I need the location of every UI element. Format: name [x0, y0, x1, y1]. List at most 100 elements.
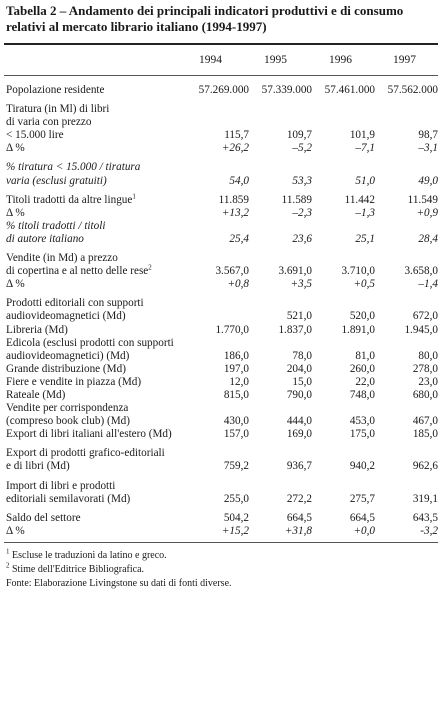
- table-row: Libreria (Md) 1.770,0 1.837,0 1.891,0 1.945,…: [6, 324, 438, 337]
- top-rule: [4, 43, 438, 45]
- cell-1997: 467,0: [412, 415, 438, 428]
- row-label: Export di prodotti grafico-editoriali e d…: [6, 447, 186, 473]
- cell-1994: 25,4: [229, 232, 249, 245]
- table-title-line1: Tabella 2 – Andamento dei principali ind…: [6, 3, 404, 18]
- cell-1995: 169,0: [286, 428, 312, 441]
- year-header-1996: 1996: [329, 54, 352, 66]
- cell-1994: 759,2: [223, 460, 249, 473]
- cell-1994: 157,0: [223, 428, 249, 441]
- cell-1997: 185,0: [412, 428, 438, 441]
- cell-1997: 672,0: [412, 310, 438, 323]
- cell-1994: +26,2: [221, 142, 249, 155]
- row-label-line: Popolazione residente: [6, 84, 105, 96]
- footnote-marker: 2: [148, 263, 152, 272]
- cell-1994: 11.859: [218, 193, 249, 206]
- year-header-1995: 1995: [264, 54, 287, 66]
- table-row: Δ % +26,2 –5,2 –7,1 –3,1: [6, 142, 438, 155]
- cell-1995: 444,0: [286, 415, 312, 428]
- cell-1995: –5,2: [292, 142, 312, 155]
- cell-1996: 1.891,0: [341, 323, 375, 336]
- cell-1994: 815,0: [223, 388, 249, 401]
- footnote: Fonte: Elaborazione Livingstone su dati …: [6, 577, 438, 591]
- row-label: Popolazione residente: [6, 84, 186, 97]
- cell-1997: 3.658,0: [404, 265, 438, 278]
- table-row: Import di libri e prodotti editoriali sem…: [6, 480, 438, 506]
- cell-1994: +0,8: [227, 278, 249, 291]
- cell-1997: 57.562.000: [387, 84, 438, 96]
- cell-1997: –3,1: [418, 142, 438, 155]
- row-label-line: Rateale (Md): [6, 388, 66, 401]
- row-label-line: Edicola (esclusi prodotti con supporti: [6, 336, 174, 349]
- cell-1994: +15,2: [221, 524, 249, 537]
- row-label-line: Prodotti editoriali con supporti: [6, 297, 144, 310]
- year-header-1997: 1997: [393, 54, 416, 66]
- cell-1997: –1,4: [418, 278, 438, 291]
- row-label-line: Import di libri e prodotti: [6, 479, 116, 492]
- cell-1995: –2,3: [292, 206, 312, 219]
- table-title: Tabella 2 – Andamento dei principali ind…: [6, 3, 438, 35]
- cell-1996: –7,1: [355, 142, 375, 155]
- cell-1994: 197,0: [223, 362, 249, 375]
- row-label: Prodotti editoriali con supporti audiovid…: [6, 297, 186, 323]
- footnote: 2 Stime dell'Editrice Bibliografica.: [6, 561, 438, 577]
- row-label-line: Δ %: [6, 206, 25, 219]
- row-label-line: di copertina e al netto delle rese: [6, 265, 149, 278]
- cell-1997: 80,0: [418, 349, 438, 362]
- footnote-number: 2: [6, 561, 10, 570]
- cell-1995: 57.339.000: [261, 84, 312, 96]
- cell-1997: 962,6: [412, 460, 438, 473]
- row-label: % titoli tradotti / titoli di autore ital…: [6, 220, 186, 246]
- cell-1994: 115,7: [224, 129, 249, 142]
- cell-1996: 453,0: [349, 415, 375, 428]
- cell-1996: 22,0: [355, 375, 375, 388]
- row-label: Δ %: [6, 142, 186, 155]
- row-label-line: Titoli tradotti da altre lingue: [6, 193, 133, 206]
- cell-1994: 12,0: [229, 375, 249, 388]
- table-row: Grande distribuzione (Md) 197,0 204,0 260,0…: [6, 363, 438, 376]
- year-header-1994: 1994: [199, 54, 222, 66]
- row-label: Edicola (esclusi prodotti con supporti au…: [6, 337, 186, 363]
- cell-1995: 3.691,0: [278, 265, 312, 278]
- row-label: Saldo del settore: [6, 512, 186, 525]
- cell-1995: 272,2: [286, 492, 312, 505]
- cell-1994: 430,0: [223, 415, 249, 428]
- cell-1997: +0,9: [416, 206, 438, 219]
- row-label-line: varia (esclusi gratuiti): [6, 174, 107, 187]
- cell-1995: 204,0: [286, 362, 312, 375]
- cell-1997: 11.549: [407, 193, 438, 206]
- footnote-text: Escluse le traduzioni da latino e greco.: [9, 550, 167, 561]
- row-label: Libreria (Md): [6, 324, 186, 337]
- row-label-line: di autore italiano: [6, 232, 84, 245]
- cell-1995: +3,5: [290, 278, 312, 291]
- table-row: Rateale (Md) 815,0 790,0 748,0 680,0: [6, 389, 438, 402]
- cell-1996: 275,7: [349, 492, 375, 505]
- footnote: 1 Escluse le traduzioni da latino e grec…: [6, 548, 438, 563]
- table-row: Δ % +15,2 +31,8 +0,0 -3,2: [6, 525, 438, 538]
- bottom-rule: [4, 542, 438, 543]
- table-row: Edicola (esclusi prodotti con supporti au…: [6, 337, 438, 363]
- row-label-line: < 15.000 lire: [6, 129, 64, 142]
- cell-1996: 25,1: [355, 232, 375, 245]
- row-label-line: Vendite per corrispondenza: [6, 402, 129, 415]
- cell-1996: 101,9: [349, 129, 375, 142]
- cell-1996: 520,0: [349, 310, 375, 323]
- cell-1996: –1,3: [355, 206, 375, 219]
- table-row: Δ % +0,8 +3,5 +0,5 –1,4: [6, 278, 438, 291]
- cell-1994: 1.770,0: [215, 323, 249, 336]
- cell-1997: -3,2: [420, 524, 438, 537]
- table-row: Popolazione residente 57.269.000 57.339.00…: [6, 84, 438, 97]
- cell-1997: 98,7: [418, 129, 438, 142]
- row-label: % tiratura < 15.000 / tiratura varia (esc…: [6, 161, 186, 187]
- row-label-line: audiovideomagnetici) (Md): [6, 349, 130, 362]
- cell-1996: 51,0: [355, 174, 375, 187]
- table-row: Vendite per corrispondenza (compreso book…: [6, 402, 438, 428]
- row-label: Grande distribuzione (Md): [6, 363, 186, 376]
- cell-1995: 15,0: [292, 375, 312, 388]
- footnote-text: Stime dell'Editrice Bibliografica.: [9, 564, 145, 575]
- cell-1995: 1.837,0: [278, 323, 312, 336]
- row-label-line-wrap: Titoli tradotti da altre lingue1: [6, 192, 186, 207]
- table-row: Export di libri italiani all'estero (Md)…: [6, 428, 438, 441]
- row-label: Fiere e vendite in piazza (Md): [6, 376, 186, 389]
- cell-1994: 186,0: [223, 349, 249, 362]
- cell-1995: 109,7: [286, 129, 312, 142]
